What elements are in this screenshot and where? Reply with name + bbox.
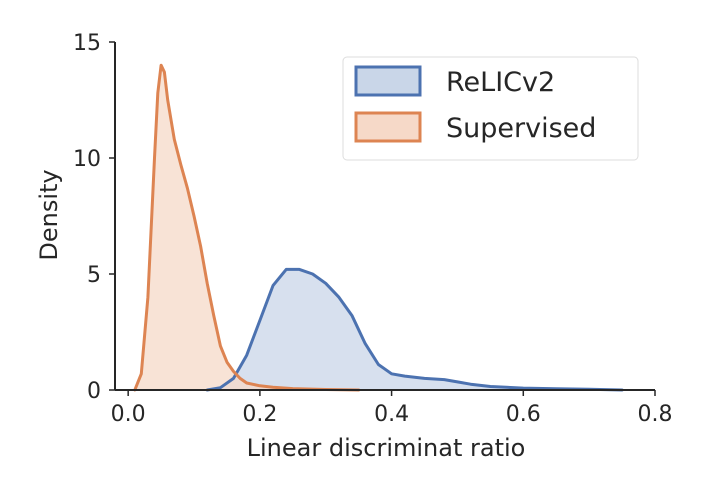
legend-swatch bbox=[354, 65, 422, 97]
legend-label: Supervised bbox=[446, 113, 596, 144]
x-tick-label: 0.8 bbox=[638, 402, 673, 427]
y-tick-label: 15 bbox=[73, 31, 101, 56]
x-tick-label: 0.4 bbox=[374, 402, 409, 427]
series-area-0 bbox=[207, 269, 623, 390]
y-axis-label: Density bbox=[35, 169, 63, 260]
series-line-0 bbox=[205, 267, 624, 392]
series-line-1 bbox=[133, 63, 361, 392]
y-tick-label: 5 bbox=[87, 263, 101, 288]
density-fills bbox=[134, 65, 623, 390]
y-tick-label: 10 bbox=[73, 147, 101, 172]
legend-swatch bbox=[354, 111, 422, 143]
y-tick-label: 0 bbox=[87, 379, 101, 404]
x-tick-label: 0.0 bbox=[111, 402, 146, 427]
legend: ReLICv2 Supervised bbox=[342, 56, 639, 161]
x-tick-label: 0.6 bbox=[506, 402, 541, 427]
x-axis-label: Linear discriminat ratio bbox=[247, 434, 526, 462]
density-lines bbox=[133, 63, 624, 392]
x-tick-label: 0.2 bbox=[242, 402, 277, 427]
legend-label: ReLICv2 bbox=[446, 67, 555, 98]
series-area-1 bbox=[134, 65, 359, 390]
axes: 0.0 0.2 0.4 0.6 0.8 0 5 10 15 bbox=[73, 31, 673, 427]
